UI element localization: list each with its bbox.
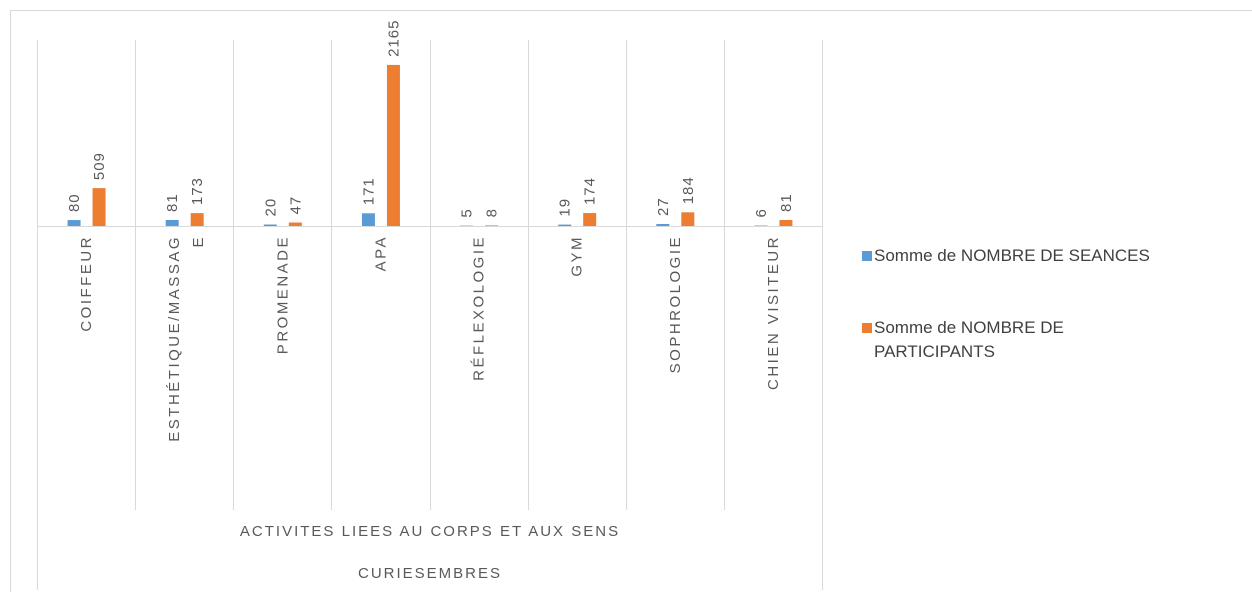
x-tick-label-line: E: [190, 235, 207, 248]
data-label: 2165: [385, 20, 402, 57]
data-label: 81: [164, 193, 181, 212]
bar: [67, 220, 81, 226]
x-tick-label: GYM: [569, 235, 586, 277]
data-label: 171: [360, 177, 377, 205]
data-label: 509: [91, 152, 108, 180]
data-label: 184: [680, 176, 697, 204]
legend-label: Somme de NOMBRE DE SEANCES: [874, 246, 1150, 265]
data-label: 20: [262, 198, 279, 217]
outer-label: CURIESEMBRES: [358, 565, 502, 582]
data-label: 19: [557, 198, 574, 217]
data-label: 8: [484, 208, 501, 217]
legend-label: Somme de NOMBRE DE PARTICIPANTS: [874, 318, 1064, 361]
bar: [386, 64, 400, 226]
data-label: 5: [459, 208, 476, 217]
bar: [681, 212, 695, 226]
bar: [190, 213, 204, 226]
bar: [288, 222, 302, 226]
data-label: 80: [66, 193, 83, 212]
legend-item: Somme de NOMBRE DE SEANCES: [862, 244, 1152, 268]
x-tick-label: COIFFEUR: [78, 235, 95, 332]
chart-border: [10, 10, 1252, 592]
data-label: 81: [778, 193, 795, 212]
bar: [92, 188, 106, 226]
legend-swatch: [862, 251, 872, 261]
legend-item: Somme de NOMBRE DE PARTICIPANTS: [862, 316, 1152, 364]
x-tick-label: APA: [372, 235, 389, 271]
bar: [165, 219, 179, 226]
x-tick-label: SOPHROLOGIE: [667, 235, 684, 373]
data-label: 173: [189, 177, 206, 205]
data-label: 6: [753, 208, 770, 217]
x-tick-label: RÉFLEXOLOGIE: [471, 235, 488, 381]
bar: [779, 219, 793, 226]
data-label: 27: [655, 197, 672, 216]
bar: [558, 224, 572, 226]
x-tick-label: CHIEN VISITEUR: [765, 235, 782, 390]
x-tick-label: ESTHÉTIQUE/MASSAG E: [166, 235, 207, 442]
data-label: 47: [287, 196, 304, 215]
group-label: ACTIVITES LIEES AU CORPS ET AUX SENS: [240, 523, 620, 540]
legend-swatch: [862, 323, 872, 333]
bar: [263, 224, 277, 226]
x-tick-label-line: ESTHÉTIQUE/MASSAG: [166, 235, 183, 442]
bar: [583, 213, 597, 226]
data-label: 174: [582, 177, 599, 205]
bar: [485, 225, 499, 226]
bar: [361, 213, 375, 226]
bar: [656, 223, 670, 226]
x-tick-label: PROMENADE: [274, 235, 291, 354]
